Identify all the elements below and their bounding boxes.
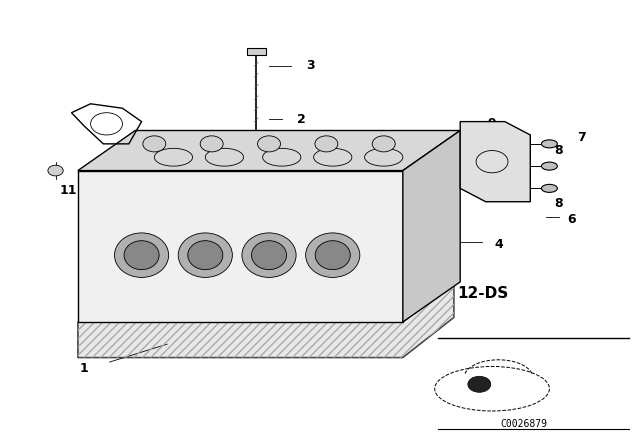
Text: 7: 7	[577, 131, 586, 144]
Text: 12-DS: 12-DS	[457, 285, 508, 301]
Ellipse shape	[178, 233, 232, 277]
Circle shape	[200, 136, 223, 152]
Circle shape	[315, 136, 338, 152]
Text: 1: 1	[80, 362, 88, 375]
Ellipse shape	[242, 233, 296, 277]
Text: 8: 8	[555, 144, 563, 157]
Text: 9: 9	[488, 117, 497, 130]
Ellipse shape	[541, 185, 557, 192]
Polygon shape	[78, 130, 460, 171]
Polygon shape	[78, 282, 454, 358]
Text: 6: 6	[568, 213, 576, 226]
Ellipse shape	[188, 241, 223, 270]
Text: 2: 2	[296, 113, 305, 126]
Text: 10: 10	[117, 184, 134, 197]
Circle shape	[468, 376, 491, 392]
Text: 4: 4	[494, 237, 503, 250]
Text: 5: 5	[414, 220, 423, 233]
Circle shape	[372, 136, 395, 152]
FancyBboxPatch shape	[246, 48, 266, 55]
Ellipse shape	[541, 162, 557, 170]
Polygon shape	[403, 130, 460, 322]
Polygon shape	[460, 121, 531, 202]
Text: 11: 11	[60, 184, 77, 197]
Ellipse shape	[306, 233, 360, 277]
Polygon shape	[78, 171, 403, 322]
Text: C0026879: C0026879	[500, 419, 547, 429]
Text: 3: 3	[306, 60, 315, 73]
Ellipse shape	[124, 241, 159, 270]
Circle shape	[48, 165, 63, 176]
Circle shape	[143, 136, 166, 152]
Text: 8: 8	[555, 198, 563, 211]
Ellipse shape	[541, 140, 557, 148]
Ellipse shape	[252, 241, 287, 270]
Circle shape	[257, 136, 280, 152]
Ellipse shape	[115, 233, 169, 277]
Ellipse shape	[316, 241, 350, 270]
